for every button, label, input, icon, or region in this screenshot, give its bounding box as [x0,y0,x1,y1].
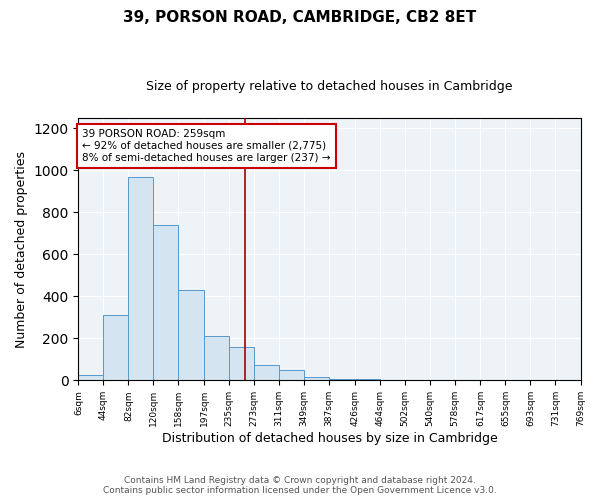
Bar [329,378,355,380]
Bar [154,225,178,380]
Bar [279,370,304,380]
Text: 39 PORSON ROAD: 259sqm
← 92% of detached houses are smaller (2,775)
8% of semi-d: 39 PORSON ROAD: 259sqm ← 92% of detached… [82,130,331,162]
Bar [128,176,154,380]
Bar [103,315,128,380]
Text: 39, PORSON ROAD, CAMBRIDGE, CB2 8ET: 39, PORSON ROAD, CAMBRIDGE, CB2 8ET [124,10,476,25]
Title: Size of property relative to detached houses in Cambridge: Size of property relative to detached ho… [146,80,513,93]
Y-axis label: Number of detached properties: Number of detached properties [15,150,28,348]
Text: Contains HM Land Registry data © Crown copyright and database right 2024.
Contai: Contains HM Land Registry data © Crown c… [103,476,497,495]
Bar [254,364,279,380]
Bar [204,336,229,380]
Bar [229,346,254,380]
X-axis label: Distribution of detached houses by size in Cambridge: Distribution of detached houses by size … [161,432,497,445]
Bar [304,377,329,380]
Bar [178,290,204,380]
Bar [79,375,103,380]
